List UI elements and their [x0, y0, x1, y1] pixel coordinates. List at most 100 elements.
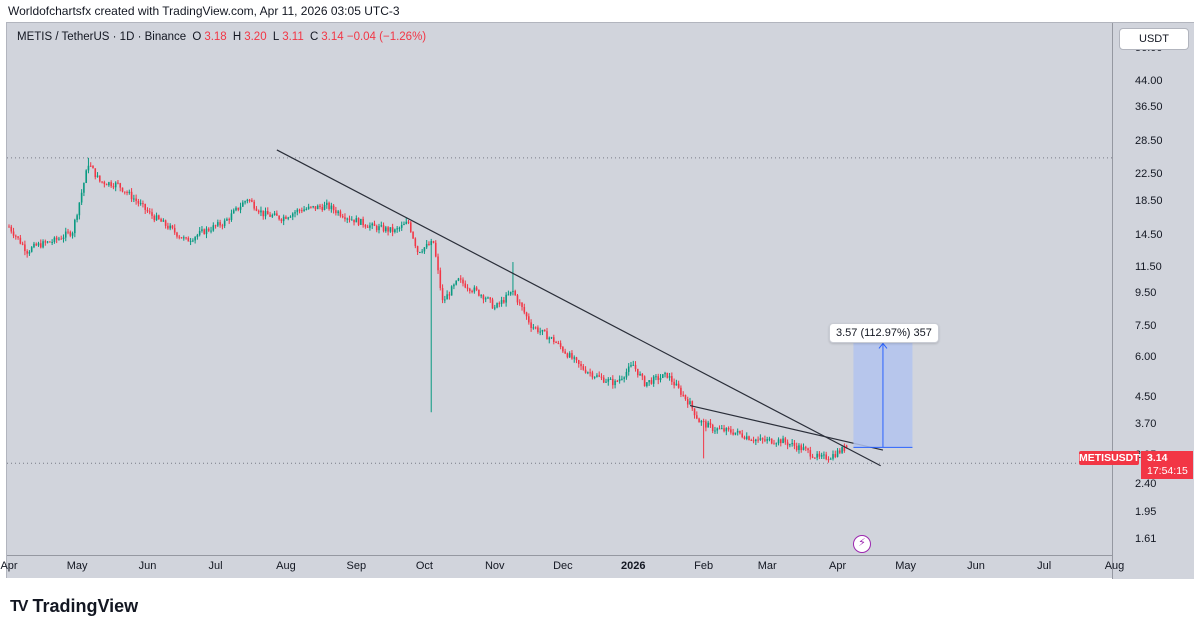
candle-body [262, 210, 265, 217]
candle-body [505, 294, 507, 303]
main-descending-trendline [276, 149, 881, 467]
candle-body [750, 440, 753, 442]
candle-body [618, 379, 621, 382]
currency-button[interactable]: USDT [1119, 28, 1189, 50]
candle-body [723, 428, 725, 432]
candle-body [700, 421, 703, 423]
candlestick-chart[interactable] [7, 23, 1112, 555]
candle-body [382, 225, 385, 232]
low-value: 3.11 [282, 31, 304, 43]
candle-body [648, 380, 650, 383]
candle-body [736, 430, 739, 433]
candle-body [400, 225, 403, 228]
candle-body [287, 217, 290, 219]
candle-body [53, 237, 56, 242]
candle-body [341, 216, 344, 218]
time-tick-label: Aug [276, 560, 296, 572]
time-tick-label: 2026 [621, 560, 646, 572]
candle-body [133, 198, 135, 200]
candle-body [675, 383, 678, 386]
candle-body [845, 445, 848, 448]
candle-body [725, 428, 728, 432]
candle-body [316, 205, 319, 210]
candle-body [600, 376, 603, 378]
candle-body [818, 453, 821, 457]
tradingview-brand[interactable]: TV TradingView [10, 596, 138, 617]
candle-body [469, 288, 471, 291]
candle-body [148, 211, 151, 213]
candle-body [775, 443, 778, 445]
candle-body [194, 237, 196, 241]
candle-body [12, 231, 15, 236]
candle-body [239, 206, 242, 210]
candle-body [650, 380, 653, 384]
candle-body [745, 436, 748, 440]
candle-body [214, 225, 217, 227]
candle-body [550, 337, 553, 339]
candle-body [462, 279, 464, 284]
candle-body [303, 209, 305, 212]
candle-body [255, 208, 258, 211]
candle-body [296, 209, 299, 213]
candle-body [146, 209, 149, 212]
candle-body [734, 432, 737, 435]
last-price: 3.14 [1147, 452, 1168, 464]
candle-body [192, 240, 194, 242]
candle-body [432, 241, 435, 243]
candle-body [623, 377, 625, 379]
candle-body [507, 294, 510, 296]
candle-body [732, 432, 734, 435]
candle-body [773, 443, 775, 445]
candle-body [548, 337, 551, 340]
candle-body [394, 229, 396, 233]
candle-body [182, 237, 185, 239]
candle-body [834, 454, 837, 457]
symbol-name[interactable]: METIS / TetherUS · 1D · Binance [17, 31, 187, 43]
candle-body [498, 303, 501, 305]
candle-body [748, 436, 750, 441]
price-tick-label: 28.50 [1135, 135, 1163, 148]
candle-body [459, 278, 462, 280]
candle-body [473, 287, 476, 292]
candle-body [344, 217, 346, 220]
candle-body [337, 211, 339, 214]
candle-body [743, 437, 746, 440]
candle-body [264, 211, 267, 217]
high-value: 3.20 [244, 31, 267, 43]
candle-body [221, 225, 224, 227]
candle-body [659, 377, 662, 380]
candle-body [8, 226, 10, 228]
candle-body [752, 440, 755, 442]
candle-body [360, 218, 362, 225]
candle-body [816, 453, 818, 458]
candle-body [532, 327, 535, 329]
candle-body [639, 373, 641, 376]
candle-body [764, 439, 766, 441]
lightning-icon[interactable]: ⚡ [853, 535, 871, 553]
candle-body [205, 228, 208, 235]
candle-body [137, 200, 140, 204]
candle-body [305, 208, 308, 210]
candle-body [673, 381, 675, 386]
candle-body [362, 218, 364, 226]
candle-body [684, 394, 687, 400]
candle-body [836, 450, 839, 457]
candle-body [189, 240, 192, 242]
open-label: O [192, 31, 202, 43]
candle-body [96, 175, 99, 178]
candle-body [276, 213, 278, 216]
time-axis[interactable]: Apr May Jun Jul Aug Sep Oct Nov Dec 2026 Feb Mar Apr… [0, 555, 1124, 578]
change-value: −0.04 (−1.26%) [346, 31, 427, 43]
candle-body [110, 182, 112, 187]
price-axis[interactable]: 56.0044.0036.5028.5022.5018.5014.5011.50… [1112, 23, 1194, 579]
candle-body [434, 242, 437, 257]
candle-body [167, 225, 169, 229]
candle-body [51, 241, 53, 243]
candle-body [237, 207, 240, 210]
candle-body [437, 256, 439, 271]
candle-body [807, 448, 809, 451]
candle-body [391, 227, 394, 233]
candle-body [203, 229, 206, 235]
